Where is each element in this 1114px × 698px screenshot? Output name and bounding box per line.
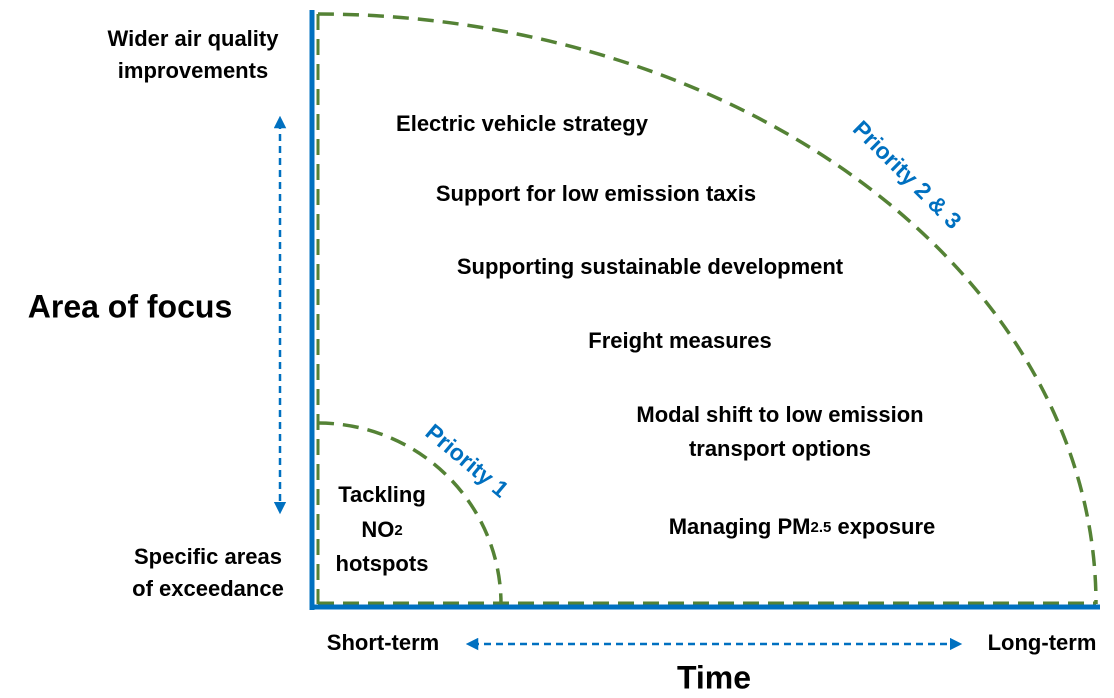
- y-top-label: improvements: [118, 58, 268, 83]
- item-text: Freight measures: [588, 328, 771, 353]
- y-top-label: Wider air quality: [108, 26, 280, 51]
- zone-item: Modal shift to low emission: [636, 402, 923, 427]
- priority-label: Priority 2 & 3: [848, 115, 967, 234]
- priority-label: Priority 1: [421, 419, 514, 503]
- zone-item: hotspots: [336, 551, 429, 576]
- zone-item: Freight measures: [588, 328, 771, 353]
- item-text: Support for low emission taxis: [436, 181, 756, 206]
- item-text: transport options: [689, 436, 871, 461]
- item-text: Supporting sustainable development: [457, 254, 844, 279]
- inner-zone-arc: [317, 421, 503, 605]
- zone-item: Managing PM2.5 exposure: [669, 514, 936, 539]
- item-text: Tackling: [338, 482, 426, 507]
- zone-item: Tackling: [338, 482, 426, 507]
- zone-item: Supporting sustainable development: [457, 254, 844, 279]
- subscript: 2.5: [810, 519, 831, 536]
- zone-item: NO2: [361, 517, 402, 542]
- item-text: Managing PM: [669, 514, 811, 539]
- zone-item: transport options: [689, 436, 871, 461]
- outer-zone-arc: [317, 12, 1098, 605]
- zone-item: Support for low emission taxis: [436, 181, 756, 206]
- x-axis-label: Time: [677, 659, 751, 695]
- item-text: Electric vehicle strategy: [396, 111, 649, 136]
- subscript: 2: [394, 522, 402, 539]
- zone-item: Electric vehicle strategy: [396, 111, 649, 136]
- y-bottom-label: Specific areas: [134, 544, 282, 569]
- item-text: hotspots: [336, 551, 429, 576]
- item-text: NO: [361, 517, 394, 542]
- y-bottom-label: of exceedance: [132, 576, 284, 601]
- x-end-label: Long-term: [988, 630, 1097, 655]
- y-axis-label: Area of focus: [28, 288, 232, 324]
- item-text: exposure: [831, 514, 935, 539]
- x-start-label: Short-term: [327, 630, 439, 655]
- item-text: Modal shift to low emission: [636, 402, 923, 427]
